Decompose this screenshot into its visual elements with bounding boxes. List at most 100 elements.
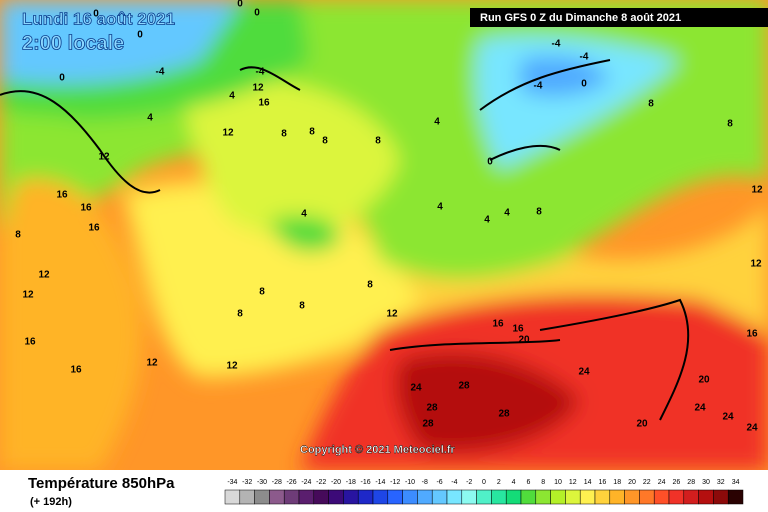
contour-label: 8 [15, 230, 21, 241]
scale-swatch [653, 489, 670, 505]
scale-label: 16 [599, 479, 607, 486]
scale-label: 10 [554, 479, 562, 486]
scale-label: -18 [346, 479, 356, 486]
contour-label: 16 [70, 365, 82, 376]
scale-swatch [298, 489, 315, 505]
scale-label: 24 [658, 479, 666, 486]
scale-label: -28 [272, 479, 282, 486]
scale-swatch [254, 489, 270, 505]
contour-label: 12 [146, 358, 158, 369]
contour-label: 12 [98, 152, 110, 163]
copyright: Copyright © 2021 Meteociel.fr [300, 444, 456, 456]
contour-label: 20 [518, 335, 530, 346]
scale-label: 14 [584, 479, 592, 486]
contour-label: 24 [722, 412, 734, 423]
scale-label: 28 [687, 479, 695, 486]
contour-label: 12 [22, 290, 34, 301]
contour-label: 4 [229, 91, 235, 102]
contour-label: -4 [156, 67, 165, 78]
scale-label: 30 [702, 479, 710, 486]
scale-swatch [505, 489, 522, 505]
contour-label: 4 [147, 113, 153, 124]
scale-swatch [343, 489, 359, 505]
scale-swatch [491, 489, 507, 505]
scale-label: -14 [375, 479, 385, 486]
contour-label: 0 [59, 73, 65, 84]
contour-label: 12 [252, 83, 264, 94]
contour-label: 28 [458, 381, 470, 392]
contour-label: 8 [367, 280, 373, 291]
scale-label: -12 [390, 479, 400, 486]
scale-swatch [269, 489, 285, 505]
scale-label: 26 [673, 479, 681, 486]
scale-swatch [535, 489, 551, 505]
contour-label: 12 [226, 361, 238, 372]
contour-label: 24 [694, 403, 706, 414]
contour-label: -4 [552, 39, 561, 50]
contour-label: 4 [434, 117, 440, 128]
contour-label: 24 [746, 423, 758, 434]
contour-label: 12 [751, 185, 763, 196]
scale-swatch [239, 489, 255, 505]
scale-label: 20 [628, 479, 636, 486]
contour-label: 16 [88, 223, 100, 234]
scale-swatch [357, 489, 374, 505]
scale-swatch [372, 489, 389, 505]
scale-label: -4 [451, 479, 457, 486]
contour-label: 4 [437, 202, 443, 213]
contour-label: 16 [746, 329, 758, 340]
run-box [470, 8, 768, 27]
scale-label: -22 [316, 479, 326, 486]
contour-label: 8 [727, 119, 733, 130]
scale-label: -16 [361, 479, 371, 486]
scale-label: -34 [227, 479, 237, 486]
contour-label: 12 [750, 259, 762, 270]
contour-label: 0 [581, 79, 587, 90]
contour-label: 0 [487, 157, 493, 168]
scale-label: -32 [242, 479, 252, 486]
contour-label: 24 [578, 367, 590, 378]
contour-label: 24 [410, 383, 422, 394]
footer-title: Température 850hPa [28, 475, 175, 492]
scale-swatch [446, 489, 463, 505]
contour-label: 28 [422, 419, 434, 430]
contour-label: 28 [498, 409, 510, 420]
scale-swatch [639, 489, 655, 505]
scale-swatch [565, 489, 581, 505]
scale-label: -26 [287, 479, 297, 486]
scale-label: 32 [717, 479, 725, 486]
scale-swatch [387, 489, 403, 505]
scale-swatch [224, 489, 241, 505]
contour-label: 0 [237, 0, 243, 10]
contour-label: -4 [256, 67, 265, 78]
scale-label: 12 [569, 479, 577, 486]
contour-label: 8 [281, 129, 287, 140]
contour-label: -4 [580, 52, 589, 63]
scale-label: -2 [466, 479, 472, 486]
scale-swatch [698, 489, 714, 505]
contour-label: 16 [258, 98, 270, 109]
scale-label: -30 [257, 479, 267, 486]
scale-swatch [431, 489, 448, 505]
contour-label: 8 [536, 207, 542, 218]
scale-swatch [520, 489, 537, 505]
contour-label: 16 [80, 203, 92, 214]
scale-swatch [313, 489, 329, 505]
scale-swatch [668, 489, 685, 505]
scale-swatch [402, 489, 418, 505]
scale-label: -24 [301, 479, 311, 486]
contour-label: 20 [636, 419, 648, 430]
contour-label: 8 [237, 309, 243, 320]
scale-swatch [713, 489, 729, 505]
contour-label: 20 [698, 375, 710, 386]
scale-swatch [579, 489, 596, 505]
scale-label: 8 [541, 479, 545, 486]
contour-label: 8 [299, 301, 305, 312]
contour-label: 8 [375, 136, 381, 147]
local-time: 2:00 locale [22, 32, 124, 54]
scale-swatch [328, 489, 344, 505]
run-info: Run GFS 0 Z du Dimanche 8 août 2021 [480, 12, 681, 24]
contour-label: 4 [504, 208, 510, 219]
